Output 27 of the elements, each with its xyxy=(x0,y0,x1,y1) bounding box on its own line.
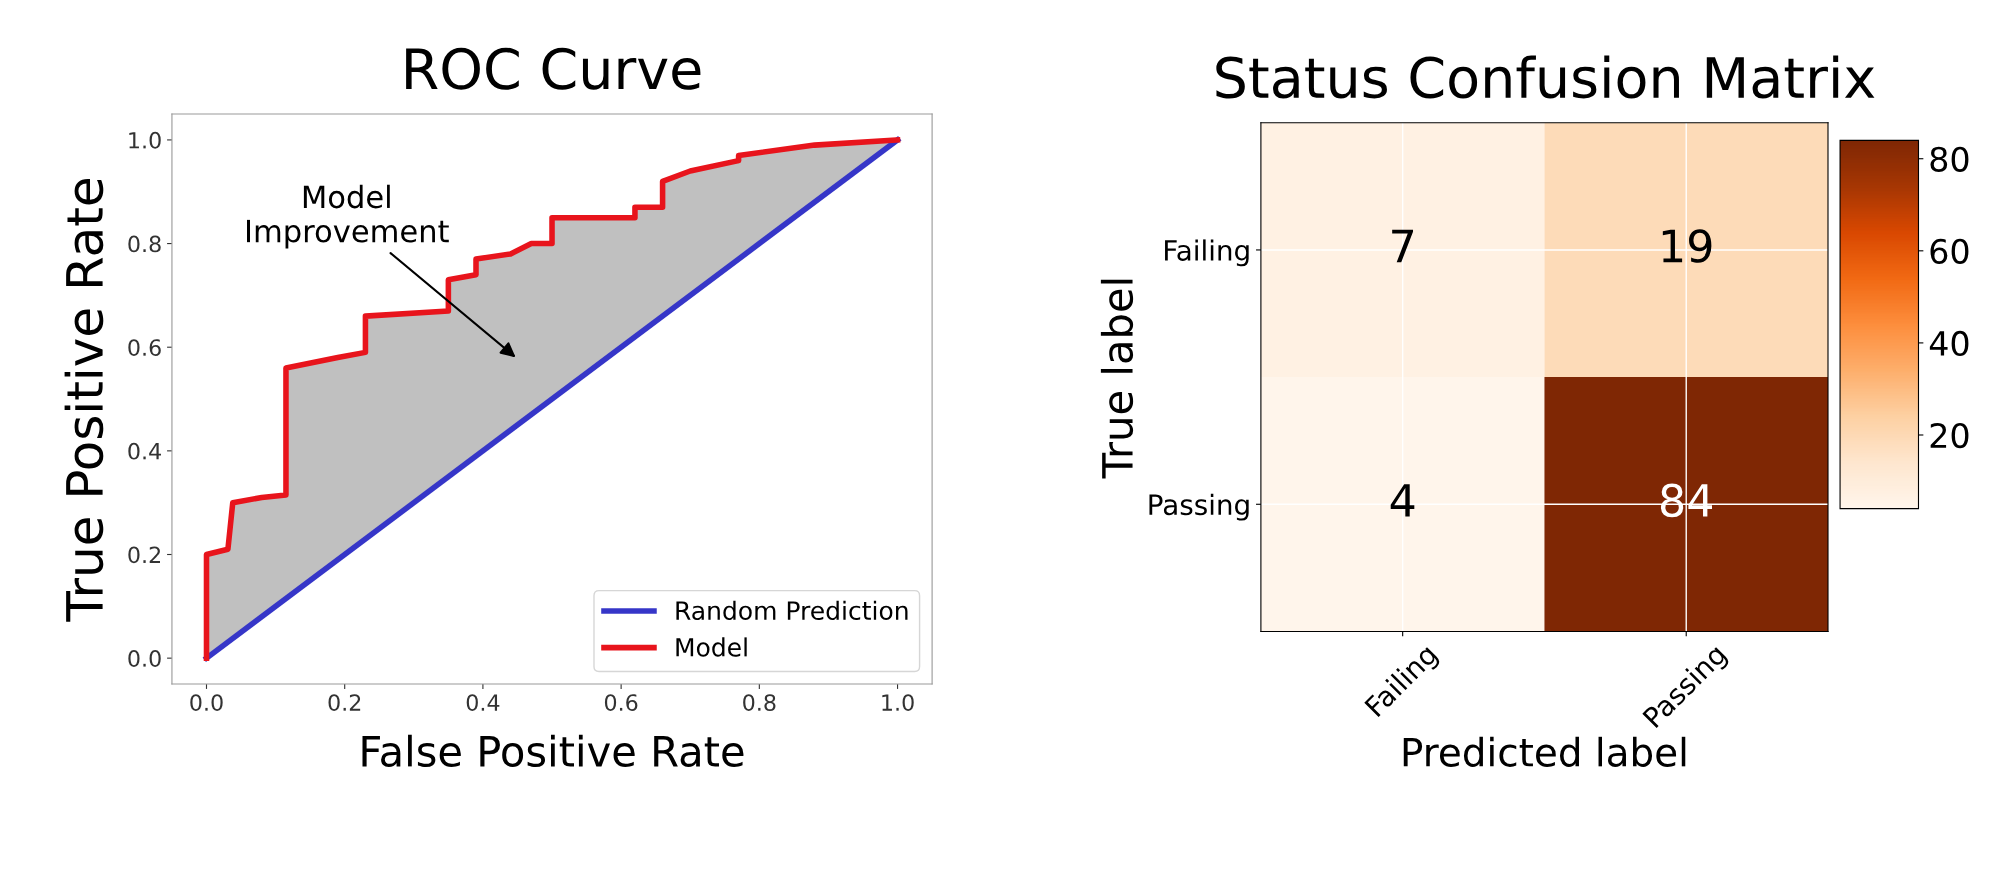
data-label: 7 xyxy=(1392,229,1414,263)
x-tick-label: 0.0 xyxy=(190,694,223,711)
color-bar-label: 60 xyxy=(1930,238,1969,264)
annotation: Model Improvement xyxy=(247,184,449,249)
y-tick-label: 0.2 xyxy=(128,546,160,564)
x-tick-label: 0.8 xyxy=(743,694,776,711)
legend-label: Random Prediction xyxy=(676,600,908,621)
x-axis-title: Predicted label xyxy=(1403,736,1686,767)
color-bar-label: 40 xyxy=(1929,330,1969,357)
color-bar-label: 20 xyxy=(1930,422,1969,449)
y-axis-title: True label xyxy=(1100,279,1134,479)
legend-label: Model xyxy=(676,637,747,657)
x-axis-title: False Positive Rate xyxy=(362,734,744,767)
data-label: 4 xyxy=(1390,484,1415,517)
y-tick-label: 0.6 xyxy=(128,339,161,356)
y-tick-label: 0.4 xyxy=(128,442,161,460)
chart-title: ROC Curve xyxy=(406,47,701,90)
y-tick-label: 1.0 xyxy=(129,131,161,149)
x-tick-label: 0.2 xyxy=(328,694,361,711)
color-bar-label: 80 xyxy=(1930,146,1969,172)
y-axis-title: True Positive Rate xyxy=(64,179,104,622)
chart-title: Status Confusion Matrix xyxy=(1216,55,1875,99)
x-tick-label: 0.4 xyxy=(466,694,500,711)
x-tick-label: 1.0 xyxy=(882,694,914,711)
x-tick-label: 0.6 xyxy=(604,694,638,711)
data-label: 19 xyxy=(1662,229,1712,263)
y-tick-label: 0.8 xyxy=(128,235,161,253)
